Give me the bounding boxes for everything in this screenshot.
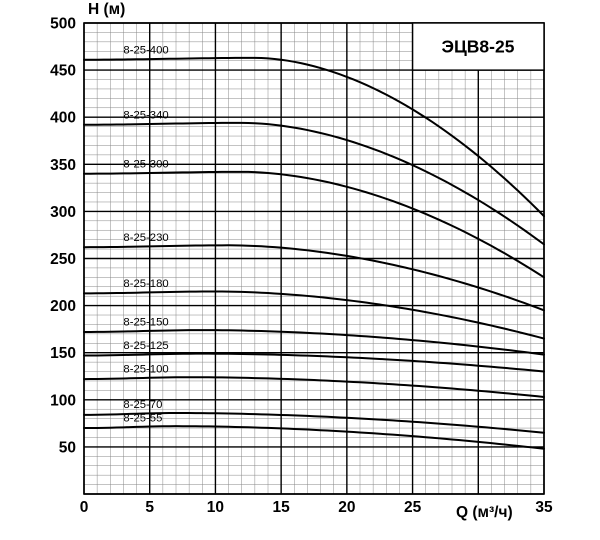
svg-text:0: 0 <box>80 499 89 516</box>
svg-text:8-25-70: 8-25-70 <box>123 399 162 411</box>
svg-text:450: 450 <box>50 63 76 80</box>
svg-text:100: 100 <box>50 392 76 409</box>
svg-text:400: 400 <box>50 110 76 127</box>
svg-text:300: 300 <box>50 204 76 221</box>
svg-text:250: 250 <box>50 251 76 268</box>
svg-text:200: 200 <box>50 298 76 315</box>
svg-text:10: 10 <box>207 499 224 516</box>
svg-text:8-25-100: 8-25-100 <box>123 363 168 375</box>
svg-text:8-25-180: 8-25-180 <box>123 278 168 290</box>
svg-text:350: 350 <box>50 157 76 174</box>
svg-text:8-25-400: 8-25-400 <box>123 44 168 56</box>
svg-text:8-25-230: 8-25-230 <box>123 232 168 244</box>
svg-text:8-25-125: 8-25-125 <box>123 340 168 352</box>
svg-text:8-25-340: 8-25-340 <box>123 109 168 121</box>
svg-text:25: 25 <box>404 499 422 516</box>
svg-text:5: 5 <box>145 499 154 516</box>
svg-text:500: 500 <box>50 16 76 33</box>
svg-text:ЭЦВ8-25: ЭЦВ8-25 <box>442 37 515 57</box>
svg-text:Q (м³/ч): Q (м³/ч) <box>456 504 513 521</box>
svg-text:8-25-150: 8-25-150 <box>123 316 168 328</box>
svg-text:35: 35 <box>535 499 553 516</box>
svg-text:H (м): H (м) <box>88 1 125 18</box>
svg-text:150: 150 <box>50 345 76 362</box>
svg-text:20: 20 <box>338 499 355 516</box>
svg-text:15: 15 <box>272 499 290 516</box>
svg-text:8-25-55: 8-25-55 <box>123 412 162 424</box>
svg-text:8-25-300: 8-25-300 <box>123 158 168 170</box>
svg-text:50: 50 <box>59 439 76 456</box>
